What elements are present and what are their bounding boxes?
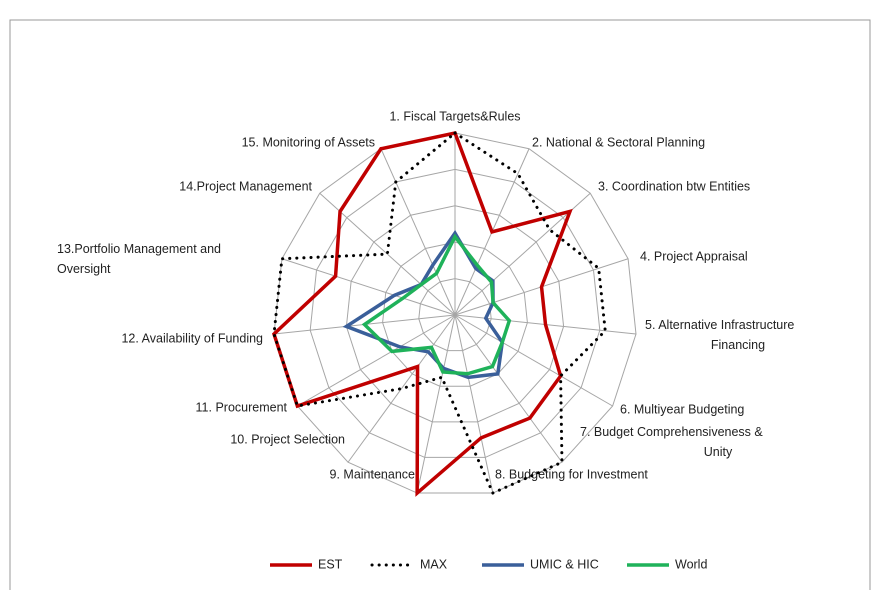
- spoke: [347, 314, 456, 463]
- series-line: [361, 233, 512, 376]
- axis-label: 11. Procurement: [196, 400, 288, 414]
- axis-label: 13.Portfolio Management and Oversight: [57, 242, 221, 276]
- axis-label: 15. Monitoring of Assets: [242, 135, 375, 149]
- spoke: [297, 314, 456, 407]
- spoke: [454, 314, 563, 463]
- axis-label: 6. Multiyear Budgeting: [620, 402, 744, 416]
- spoke: [281, 258, 456, 316]
- grid-ring: [345, 205, 565, 423]
- legend-label: UMIC & HIC: [530, 557, 599, 571]
- grid-ring: [418, 278, 492, 352]
- spoke: [454, 314, 494, 494]
- axis-label: 1. Fiscal Targets&Rules: [389, 109, 520, 123]
- grid-ring: [273, 132, 637, 494]
- axis-label: 5. Alternative Infrastructure Financing: [645, 318, 794, 352]
- axis-label: 3. Coordination btw Entities: [598, 179, 750, 193]
- axis-label: 2. National & Sectoral Planning: [532, 135, 705, 149]
- spoke: [454, 314, 613, 407]
- spoke: [416, 314, 456, 494]
- frame: [9, 19, 871, 590]
- series-line: [271, 130, 573, 497]
- axis-label: 10. Project Selection: [230, 432, 345, 446]
- grid-ring: [309, 168, 601, 458]
- spoke: [319, 192, 456, 316]
- spoke: [380, 148, 456, 316]
- axis-label: 9. Maintenance: [330, 467, 416, 481]
- legend-label: EST: [318, 557, 343, 571]
- axis-label: 4. Project Appraisal: [640, 249, 748, 263]
- axis-label: 14.Project Management: [179, 179, 312, 193]
- axis-label: 12. Availability of Funding: [121, 331, 263, 345]
- legend-label: World: [675, 557, 707, 571]
- legend-label: MAX: [420, 557, 448, 571]
- series-line: [272, 131, 607, 496]
- axis-label: 7. Budget Comprehensiveness & Unity: [580, 425, 763, 459]
- axis-label: 8. Budgeting for Investment: [495, 467, 648, 481]
- grid-ring: [382, 241, 528, 387]
